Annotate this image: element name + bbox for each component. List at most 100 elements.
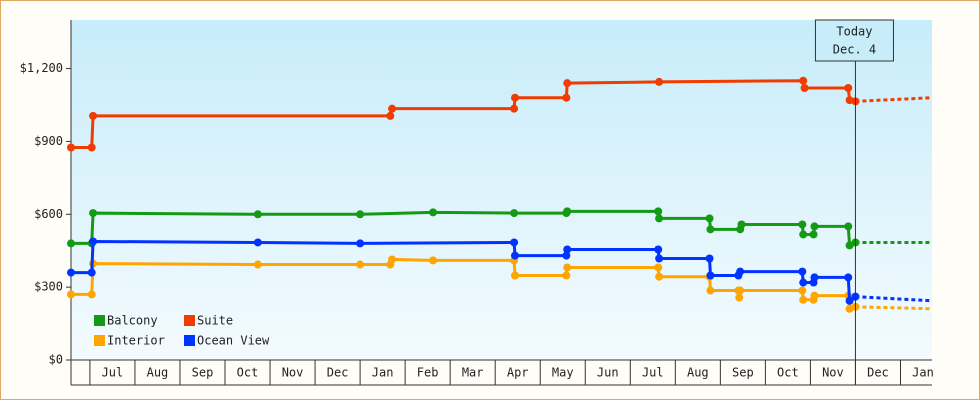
today-label: Today — [836, 25, 872, 39]
data-point — [563, 245, 572, 254]
data-point — [735, 293, 744, 302]
data-point — [563, 263, 572, 272]
data-point — [87, 290, 96, 299]
data-point — [844, 273, 853, 282]
data-point — [654, 207, 663, 216]
legend-label: Interior — [107, 334, 165, 348]
today-label: Dec. 4 — [833, 43, 876, 57]
data-point — [429, 256, 438, 265]
y-tick-label: $0 — [49, 353, 63, 367]
x-tick-label: Oct — [777, 366, 799, 380]
data-point — [563, 79, 572, 88]
data-point — [844, 84, 853, 92]
data-point — [810, 291, 819, 300]
data-point — [429, 208, 438, 217]
data-point — [654, 263, 663, 272]
plot-area — [71, 20, 932, 360]
data-point — [798, 220, 807, 229]
data-point — [799, 230, 808, 239]
y-tick-label: $900 — [34, 134, 63, 148]
x-tick-label: Sep — [732, 366, 754, 380]
data-point — [253, 238, 262, 247]
y-tick-label: $600 — [34, 207, 63, 221]
x-tick-label: Aug — [687, 366, 709, 380]
data-point — [253, 260, 262, 269]
data-point — [67, 290, 75, 299]
data-point — [67, 143, 75, 152]
data-point — [799, 76, 808, 85]
data-point — [844, 222, 853, 231]
data-point — [388, 104, 397, 113]
data-point — [89, 237, 98, 246]
data-point — [356, 260, 365, 269]
today-box — [814, 19, 894, 62]
data-point — [388, 255, 397, 264]
data-point — [356, 210, 365, 219]
x-tick-label: Aug — [147, 366, 169, 380]
x-tick-label: Jul — [102, 366, 124, 380]
data-point — [89, 209, 98, 218]
data-point — [655, 254, 664, 263]
data-point — [800, 84, 809, 92]
data-point — [67, 239, 75, 248]
x-tick-label: Nov — [822, 366, 844, 380]
data-point — [386, 111, 395, 120]
x-tick-label: Dec — [867, 366, 889, 380]
data-point — [798, 286, 807, 295]
x-tick-label: Dec — [327, 366, 349, 380]
data-point — [736, 267, 745, 276]
x-tick-label: Mar — [462, 366, 484, 380]
data-point — [655, 272, 664, 281]
forecast-line — [855, 305, 933, 311]
data-point — [706, 225, 715, 234]
x-axis-strip — [71, 360, 932, 385]
data-point — [655, 77, 664, 86]
x-tick-label: Jan — [372, 366, 394, 380]
legend-label: Suite — [197, 314, 233, 328]
legend-swatch — [94, 335, 105, 346]
x-tick-label: Oct — [237, 366, 259, 380]
data-point — [562, 93, 571, 102]
x-tick-label: Jan — [912, 366, 934, 380]
data-point — [810, 222, 819, 231]
x-tick-label: Feb — [417, 366, 439, 380]
data-point — [799, 295, 808, 304]
data-point — [562, 251, 571, 260]
data-point — [705, 214, 714, 223]
data-point — [705, 254, 714, 263]
forecast-line — [855, 96, 933, 103]
data-point — [511, 271, 520, 280]
legend-swatch — [94, 315, 105, 326]
legend-label: Ocean View — [197, 334, 270, 348]
x-tick-label: Apr — [507, 366, 529, 380]
data-point — [87, 143, 96, 152]
data-point — [511, 251, 520, 260]
y-tick-label: $1,200 — [20, 61, 63, 75]
data-point — [810, 273, 819, 282]
data-point — [89, 111, 98, 120]
data-point — [845, 296, 854, 305]
data-point — [809, 230, 818, 239]
data-point — [655, 214, 664, 223]
x-tick-label: Jun — [597, 366, 619, 380]
legend-label: Balcony — [107, 314, 158, 328]
data-point — [654, 245, 663, 254]
x-tick-label: Jul — [642, 366, 664, 380]
data-point — [510, 104, 519, 113]
y-tick-label: $300 — [34, 280, 63, 294]
x-tick-label: Sep — [192, 366, 214, 380]
data-point — [511, 93, 520, 102]
legend-swatch — [184, 315, 195, 326]
data-point — [510, 238, 519, 247]
x-tick-label: May — [552, 366, 574, 380]
legend-swatch — [184, 335, 195, 346]
data-point — [736, 286, 745, 295]
data-point — [67, 268, 75, 277]
data-point — [798, 267, 807, 276]
data-point — [253, 210, 262, 219]
x-tick-label: Nov — [282, 366, 304, 380]
data-point — [799, 278, 808, 287]
data-point — [706, 286, 715, 295]
